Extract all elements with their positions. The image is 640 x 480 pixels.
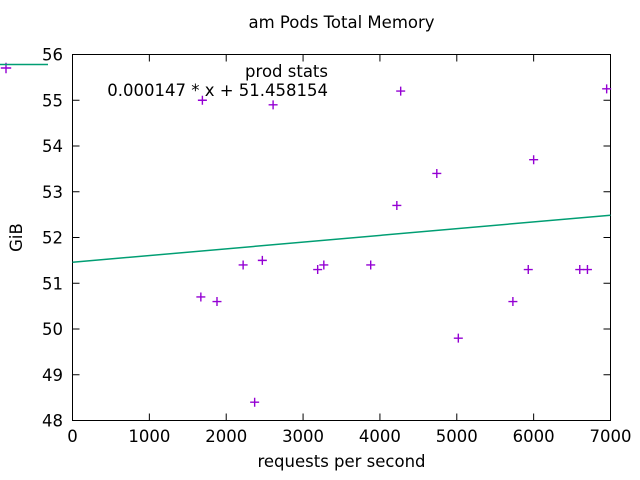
data-point-marker — [508, 297, 518, 307]
y-tick-label: 53 — [42, 183, 63, 202]
x-tick-label: 7000 — [590, 427, 632, 446]
x-tick-label: 6000 — [513, 427, 555, 446]
data-point-marker — [432, 168, 442, 178]
x-tick-label: 2000 — [205, 427, 247, 446]
y-tick-label: 51 — [42, 274, 63, 293]
y-tick-label: 52 — [42, 229, 63, 248]
data-point-marker — [396, 86, 406, 96]
y-tick-label: 54 — [42, 137, 63, 156]
y-tick-label: 55 — [42, 91, 63, 110]
fit-line — [72, 214, 611, 264]
x-tick-label: 0 — [67, 427, 78, 446]
data-point-marker — [575, 265, 585, 275]
legend-row-fit: 0.000147 * x + 51.458154 — [0, 63, 392, 100]
x-axis-label: requests per second — [257, 452, 426, 471]
data-point-marker — [392, 200, 402, 210]
y-tick-label: 50 — [42, 320, 63, 339]
legend-label-prod-stats: prod stats — [245, 62, 328, 81]
legend-row-prod-stats: prod stats — [0, 62, 392, 81]
legend-label-fit: 0.000147 * x + 51.458154 — [107, 81, 328, 100]
data-point-marker — [197, 95, 207, 105]
data-point-marker — [602, 84, 612, 94]
data-point-marker — [212, 297, 222, 307]
x-tick-label: 5000 — [436, 427, 478, 446]
data-point-marker — [257, 255, 267, 265]
data-point-marker — [268, 100, 278, 110]
y-tick-label: 49 — [42, 366, 63, 385]
chart-title: am Pods Total Memory — [248, 13, 435, 32]
x-tick-label: 4000 — [359, 427, 401, 446]
line-sample-icon — [0, 63, 48, 66]
data-point-marker — [582, 265, 592, 275]
data-point-marker — [529, 155, 539, 165]
plot-border — [72, 54, 611, 421]
data-point-marker — [238, 260, 248, 270]
data-point-marker — [313, 265, 323, 275]
data-point-marker — [453, 333, 463, 343]
data-point-marker — [366, 260, 376, 270]
y-tick-label: 56 — [42, 46, 63, 65]
y-axis-label: GiB — [6, 222, 26, 252]
x-tick-label: 1000 — [128, 427, 170, 446]
legend-sample-fit — [0, 63, 384, 97]
legend: prod stats 0.000147 * x + 51.458154 — [0, 62, 392, 100]
x-tick-label: 3000 — [282, 427, 324, 446]
data-point-marker — [523, 265, 533, 275]
y-axis-label-box: GiB — [4, 54, 28, 420]
data-point-marker — [319, 260, 329, 270]
data-point-marker — [196, 292, 206, 302]
data-point-marker — [250, 397, 260, 407]
legend-sample-prod-stats — [0, 62, 384, 78]
y-tick-label: 48 — [42, 412, 63, 431]
